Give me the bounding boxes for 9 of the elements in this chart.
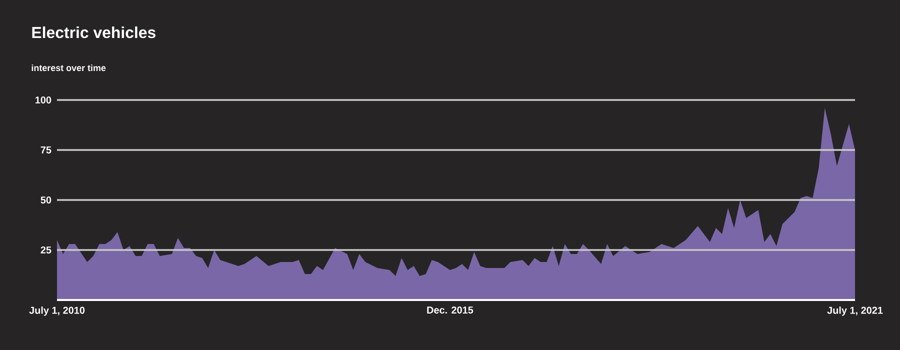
x-tick-label: July 1, 2021 <box>827 306 883 316</box>
x-tick-label: Dec. 2015 <box>427 306 474 314</box>
x-tick-label: July 1, 2010 <box>29 306 85 316</box>
y-tick-label: 75 <box>40 146 52 154</box>
chart-subtitle: interest over time <box>32 64 106 72</box>
y-tick-label: 50 <box>40 196 52 204</box>
y-tick-label: 25 <box>40 246 52 254</box>
chart-title: Electric vehicles <box>32 26 156 38</box>
y-tick-label: 100 <box>35 96 52 104</box>
